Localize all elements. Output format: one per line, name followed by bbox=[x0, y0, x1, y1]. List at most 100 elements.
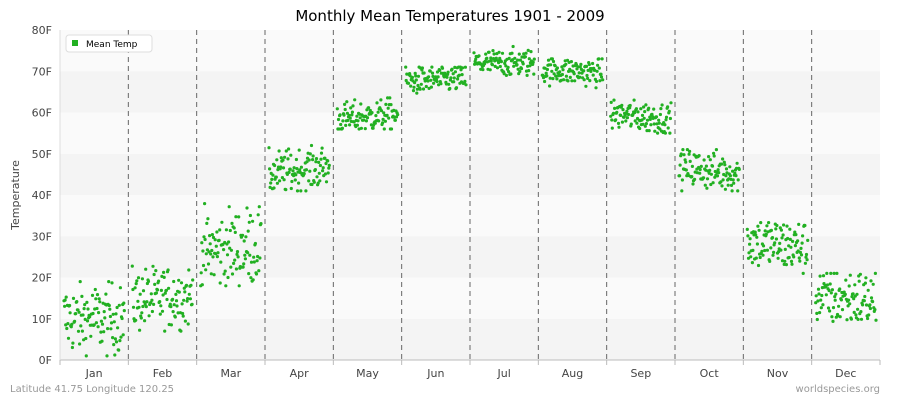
data-point bbox=[815, 317, 819, 322]
data-point bbox=[529, 50, 533, 54]
data-point bbox=[406, 81, 411, 85]
data-point bbox=[612, 98, 616, 102]
data-point bbox=[518, 58, 523, 62]
data-point bbox=[853, 283, 857, 287]
data-point bbox=[818, 311, 822, 315]
data-point bbox=[249, 260, 254, 264]
data-point bbox=[312, 180, 316, 184]
data-point bbox=[93, 287, 97, 292]
data-point bbox=[703, 183, 707, 187]
data-point bbox=[445, 75, 449, 79]
data-point bbox=[712, 154, 716, 158]
data-point bbox=[338, 113, 342, 117]
data-point bbox=[681, 148, 685, 152]
data-point bbox=[499, 60, 503, 64]
data-point bbox=[107, 280, 111, 284]
data-point bbox=[277, 149, 281, 153]
data-point bbox=[187, 292, 191, 296]
x-tick-label: Mar bbox=[220, 367, 241, 380]
data-point bbox=[873, 308, 877, 312]
data-point bbox=[668, 116, 673, 121]
data-point bbox=[158, 312, 162, 316]
data-point bbox=[258, 256, 262, 260]
data-point bbox=[735, 161, 739, 165]
data-point bbox=[754, 256, 758, 260]
data-point bbox=[728, 174, 733, 178]
data-point bbox=[215, 230, 219, 234]
x-tick-labels: Jan Feb Mar Apr May Jun Jul Aug Sep Oct Nov Dec bbox=[85, 367, 857, 380]
data-point bbox=[404, 78, 408, 83]
data-point bbox=[210, 233, 214, 237]
data-point bbox=[773, 241, 777, 245]
data-point bbox=[173, 315, 177, 319]
data-point bbox=[82, 307, 86, 311]
data-point bbox=[643, 124, 647, 128]
data-point bbox=[356, 119, 360, 123]
data-point bbox=[227, 205, 231, 209]
data-point bbox=[165, 297, 169, 302]
data-point bbox=[728, 165, 732, 169]
data-point bbox=[799, 246, 803, 250]
data-point bbox=[788, 237, 792, 241]
data-point bbox=[864, 276, 868, 280]
data-point bbox=[516, 67, 520, 71]
data-point bbox=[829, 271, 833, 275]
data-point bbox=[186, 322, 190, 326]
data-point bbox=[153, 282, 157, 286]
data-point bbox=[112, 343, 116, 347]
data-point bbox=[110, 281, 114, 285]
data-point bbox=[311, 158, 315, 162]
data-point bbox=[104, 292, 108, 296]
data-point bbox=[108, 307, 112, 311]
data-point bbox=[734, 174, 738, 178]
data-point bbox=[532, 57, 536, 61]
data-point bbox=[246, 229, 250, 233]
data-point bbox=[229, 265, 233, 269]
data-point bbox=[414, 78, 418, 82]
data-point bbox=[639, 107, 643, 111]
data-point bbox=[347, 113, 351, 117]
data-point bbox=[413, 71, 417, 75]
data-point bbox=[434, 75, 438, 79]
data-point bbox=[613, 106, 617, 110]
data-point bbox=[310, 182, 314, 187]
data-point bbox=[551, 77, 555, 81]
data-point bbox=[803, 261, 808, 265]
data-point bbox=[642, 105, 646, 109]
data-point bbox=[244, 235, 248, 239]
data-point bbox=[704, 164, 709, 168]
data-point bbox=[133, 286, 137, 290]
data-point bbox=[866, 316, 870, 321]
data-point bbox=[237, 284, 241, 288]
data-point bbox=[717, 171, 721, 175]
data-point bbox=[80, 294, 84, 298]
data-point bbox=[341, 119, 345, 123]
data-point bbox=[716, 168, 720, 172]
data-point bbox=[493, 64, 497, 68]
data-point bbox=[509, 72, 513, 76]
data-point bbox=[835, 271, 839, 275]
data-point bbox=[585, 73, 589, 78]
data-point bbox=[130, 264, 134, 268]
data-point bbox=[783, 247, 787, 251]
data-point bbox=[418, 87, 422, 91]
data-point bbox=[355, 123, 359, 127]
data-point bbox=[304, 189, 308, 193]
data-point bbox=[770, 236, 775, 240]
y-tick-label: 80F bbox=[32, 24, 52, 37]
data-point bbox=[230, 272, 235, 276]
data-point bbox=[438, 68, 442, 72]
data-point bbox=[525, 73, 529, 77]
data-point bbox=[645, 118, 650, 122]
data-point bbox=[819, 306, 823, 310]
data-point bbox=[375, 101, 379, 105]
data-point bbox=[730, 189, 734, 193]
data-point bbox=[294, 173, 298, 177]
x-tick-label: May bbox=[356, 367, 379, 380]
data-point bbox=[844, 278, 848, 282]
data-point bbox=[147, 314, 151, 318]
data-point bbox=[71, 341, 75, 345]
data-point bbox=[95, 306, 99, 311]
data-point bbox=[778, 241, 782, 245]
data-point bbox=[358, 116, 362, 120]
